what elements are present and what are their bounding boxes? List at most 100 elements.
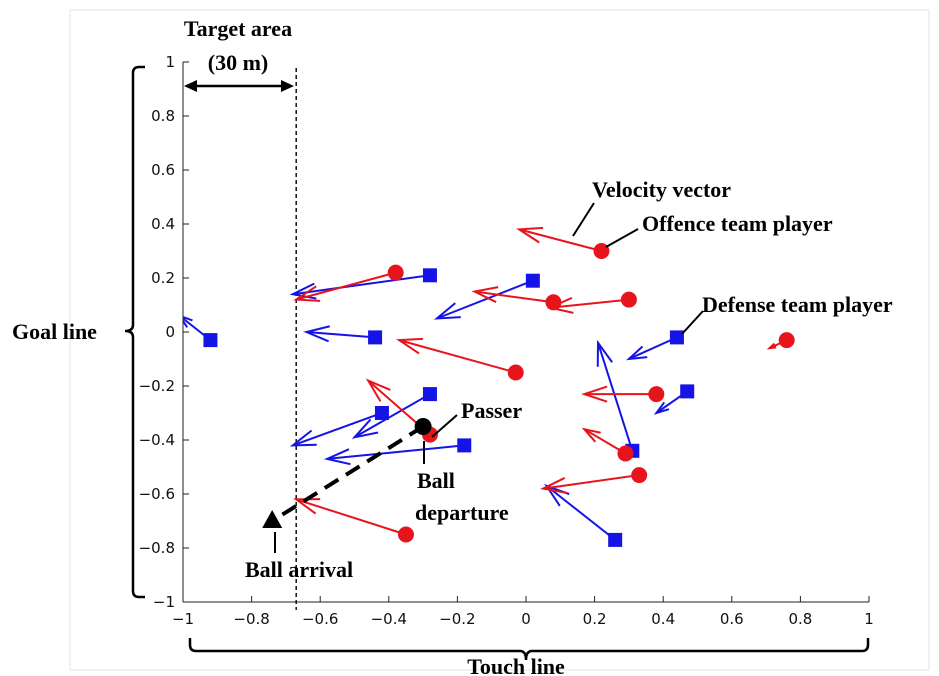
defense-player-marker xyxy=(525,273,540,288)
offence-velocity-vector xyxy=(293,498,407,536)
offence-player-marker xyxy=(387,264,404,281)
defense-velocity-vector-shaft xyxy=(628,336,678,360)
offence-velocity-vector-shaft xyxy=(518,228,602,252)
goal-line-bracket xyxy=(124,65,145,599)
offence-player-marker xyxy=(631,467,648,484)
offence-velocity-vector xyxy=(516,226,602,252)
defense-velocity-vector-head xyxy=(626,345,648,361)
y-tick-label: −1 xyxy=(153,593,175,611)
defense-velocity-vector-head xyxy=(653,401,670,415)
defense-velocity-vector xyxy=(626,336,678,361)
velocity-leader xyxy=(572,202,595,237)
defense-velocity-vector xyxy=(303,325,376,343)
y-tick-label: −0.6 xyxy=(139,485,175,503)
offence-velocity-vector-head xyxy=(365,378,391,402)
defense-velocity-vector-head xyxy=(289,429,317,447)
touch-line-bracket xyxy=(188,638,870,661)
x-tick-label: −0.2 xyxy=(439,610,475,628)
defense-player-marker xyxy=(457,438,472,453)
defense-velocity-vector xyxy=(289,412,383,447)
offence-velocity-vector-head xyxy=(540,477,567,494)
offence-velocity-vector-head xyxy=(516,226,544,244)
defense-team-player-label: Defense team player xyxy=(702,292,893,317)
x-tick-label: 0.6 xyxy=(720,610,744,628)
target-area-sublabel: (30 m) xyxy=(208,50,268,75)
offence-player-marker xyxy=(545,294,562,311)
defense-velocity-vector-shaft xyxy=(306,331,376,339)
defense-velocity-vector-head xyxy=(596,339,613,367)
offence-team-player-label: Offence team player xyxy=(642,211,833,236)
x-tick-label: −0.4 xyxy=(371,610,407,628)
offence-velocity-vector xyxy=(540,474,640,494)
offence-player-marker xyxy=(617,445,634,462)
defense-velocity-vector-shaft xyxy=(292,412,383,447)
defense-player-marker xyxy=(422,387,437,402)
y-tick-label: 1 xyxy=(165,53,175,71)
x-tick-label: 0 xyxy=(521,610,531,628)
defense-player-marker xyxy=(608,532,623,547)
defense-velocity-vector xyxy=(351,393,431,439)
velocity-vector-label: Velocity vector xyxy=(592,177,731,202)
offence-velocity-vector-head xyxy=(581,427,601,443)
offence-player-marker xyxy=(593,243,610,259)
offence-velocity-vector-shaft xyxy=(398,339,516,374)
defense-player-marker xyxy=(203,333,218,348)
y-tick-label: 0.6 xyxy=(151,161,175,179)
ball-departure-sublabel: departure xyxy=(415,500,509,525)
goal-line-label: Goal line xyxy=(12,319,97,344)
y-tick-label: −0.2 xyxy=(139,377,175,395)
offence-player-marker xyxy=(397,526,414,543)
offence-leader xyxy=(605,228,639,248)
defense-player-marker xyxy=(368,330,383,345)
x-tick-label: 0.4 xyxy=(651,610,675,628)
defense-velocity-vector-shaft xyxy=(597,342,634,452)
ball-arrival-marker xyxy=(262,510,283,528)
defense-velocity-vector-shaft xyxy=(436,279,534,320)
defense-player-marker xyxy=(374,406,389,420)
x-tick-label: −1 xyxy=(172,610,194,628)
offence-velocity-vector xyxy=(581,385,657,403)
defense-velocity-vector xyxy=(323,444,465,466)
x-tick-label: 0.2 xyxy=(583,610,607,628)
passer-marker xyxy=(414,418,432,435)
annotations: Target area (30 m) Velocity vector Offen… xyxy=(12,16,893,676)
x-tick-label: 0.8 xyxy=(788,610,812,628)
defense-velocity-vector-head xyxy=(183,315,193,328)
defense-velocity-vector-shaft xyxy=(326,444,465,460)
offence-velocity-vector-head xyxy=(293,285,321,302)
offence-velocity-vector-head xyxy=(766,342,777,350)
ball-departure-label: Ball xyxy=(417,468,455,493)
offence-velocity-vector xyxy=(471,286,554,304)
offence-velocity-vector-head xyxy=(396,337,424,355)
ball-arrival-label: Ball arrival xyxy=(245,557,353,582)
y-tick-label: 0 xyxy=(165,323,175,341)
y-tick-label: 0.8 xyxy=(151,107,175,125)
defense-player-marker xyxy=(680,384,695,399)
defense-velocity-vector-shaft xyxy=(354,393,431,439)
offence-velocity-vector-shaft xyxy=(543,474,640,490)
defense-leader xyxy=(681,310,704,335)
defense-player-marker xyxy=(422,268,437,283)
x-tick-label: −0.8 xyxy=(233,610,269,628)
offence-player-marker xyxy=(620,291,637,308)
defense-velocity-vector-head xyxy=(433,302,461,320)
x-tick-labels: −1 −0.8 −0.6 −0.4 −0.2 0 0.2 0.4 0.6 0.8 1 xyxy=(172,610,874,628)
pass-trajectory xyxy=(271,424,425,523)
x-tick-label: 1 xyxy=(864,610,874,628)
offence-velocity-vector-head xyxy=(581,385,608,403)
passer-label: Passer xyxy=(461,398,522,423)
offence-velocity-vector xyxy=(396,337,516,374)
defense-velocity-vector-shaft xyxy=(545,485,616,541)
player-marks xyxy=(183,226,795,547)
offence-velocity-vector-head xyxy=(293,498,321,515)
target-area-label: Target area xyxy=(184,16,292,41)
offence-player-marker xyxy=(648,386,665,403)
y-tick-labels: −1 −0.8 −0.6 −0.4 −0.2 0 0.2 0.4 0.6 0.8 1 xyxy=(139,53,175,611)
y-tick-label: 0.2 xyxy=(151,269,175,287)
offence-velocity-vector-shaft xyxy=(295,498,407,536)
defense-velocity-vector-head xyxy=(323,448,351,466)
defense-velocity-vector-shaft xyxy=(292,274,431,296)
defense-velocity-vector-head xyxy=(303,325,331,343)
plot-area xyxy=(69,9,930,671)
offence-player-marker xyxy=(778,332,795,349)
